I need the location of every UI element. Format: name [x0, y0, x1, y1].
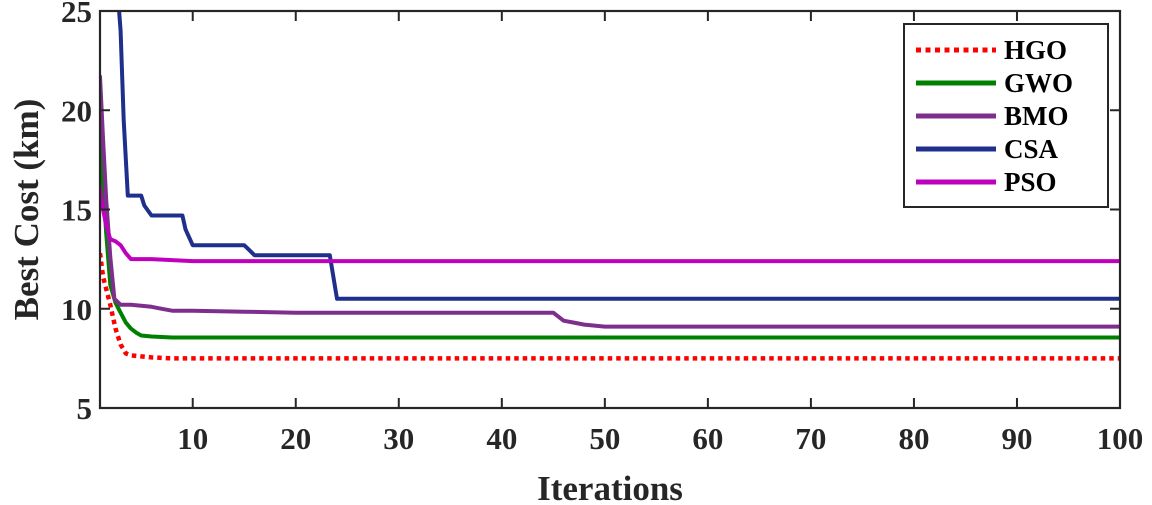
x-tick-label: 60 — [692, 421, 723, 456]
y-tick-label: 25 — [61, 0, 92, 29]
series-line-pso — [100, 185, 1120, 264]
y-tick-label: 15 — [61, 193, 92, 228]
legend-label-hgo: HGO — [1004, 35, 1067, 65]
x-tick-label: 90 — [1001, 421, 1032, 456]
x-tick-label: 50 — [589, 421, 620, 456]
x-tick-label: 70 — [795, 421, 826, 456]
series-line-bmo — [100, 74, 1120, 329]
legend-label-bmo: BMO — [1004, 101, 1069, 131]
y-tick-label: 10 — [61, 292, 92, 327]
x-tick-label: 40 — [486, 421, 517, 456]
legend-label-gwo: GWO — [1004, 68, 1073, 98]
series-line-gwo — [100, 128, 1120, 340]
x-tick-label: 100 — [1097, 421, 1144, 456]
y-axis-title: Best Cost (km) — [7, 99, 46, 321]
x-tick-label: 30 — [383, 421, 414, 456]
y-tick-label: 5 — [77, 391, 93, 426]
series-line-csa — [117, 11, 1120, 301]
axes-layer: 10 20 30 40 50 60 70 80 90 100 5 10 15 20 25 Iterations… — [7, 0, 1143, 505]
series-line-hgo — [100, 252, 1120, 361]
legend-label-csa: CSA — [1004, 134, 1059, 164]
legend-label-pso: PSO — [1004, 167, 1057, 197]
y-tick-label: 20 — [61, 93, 92, 128]
x-tick-label: 10 — [177, 421, 208, 456]
x-tick-label: 20 — [280, 421, 311, 456]
x-axis-title: Iterations — [537, 469, 683, 505]
series-layer — [100, 11, 1120, 361]
x-tick-label: 80 — [898, 421, 929, 456]
